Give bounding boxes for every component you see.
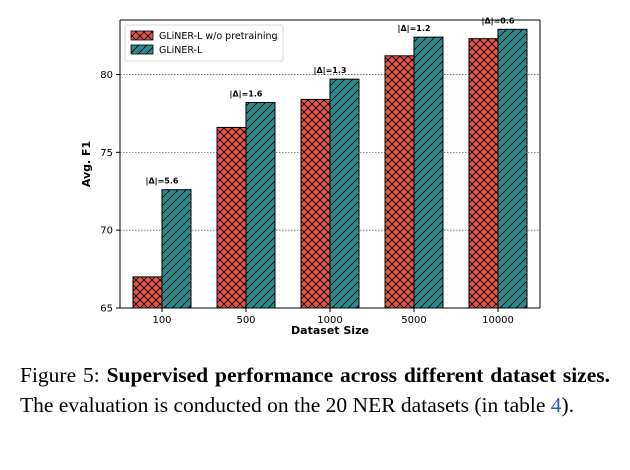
caption-label: Figure 5: xyxy=(20,363,100,387)
x-tick-label: 5000 xyxy=(401,315,426,326)
bar-hatch xyxy=(329,78,360,309)
caption-bold-title: Supervised performance across different … xyxy=(106,363,611,387)
bar-hatch xyxy=(161,189,192,309)
legend-box xyxy=(124,24,284,62)
x-tick-label: 500 xyxy=(236,315,255,326)
caption-text: The evaluation is conducted on the 20 NE… xyxy=(20,393,546,417)
x-tick-label: 1000 xyxy=(317,315,342,326)
x-tick-label: 10000 xyxy=(482,315,514,326)
delta-annotations: |Δ|=5.6 |Δ|=1.6 |Δ|=1.3 |Δ|=1.2 |Δ|=0.6 xyxy=(146,16,515,185)
y-axis-title: Avg. F1 xyxy=(80,141,93,187)
table-reference-link[interactable]: 4 xyxy=(550,393,562,417)
delta-label: |Δ|=1.2 xyxy=(398,24,431,33)
legend-swatch-hatch xyxy=(130,44,154,55)
delta-label: |Δ|=0.6 xyxy=(482,16,515,25)
bar-hatch xyxy=(132,276,163,309)
y-tick-label: 70 xyxy=(100,226,113,237)
legend-swatch-hatch xyxy=(130,30,154,41)
y-tick-label: 80 xyxy=(100,70,113,81)
axes: 65 70 75 80 100 500 1000 5000 10000 xyxy=(100,19,541,326)
bar-hatch xyxy=(216,126,247,309)
bar-hatch xyxy=(384,55,415,309)
delta-label: |Δ|=1.3 xyxy=(314,66,347,75)
bar-hatch xyxy=(497,28,528,309)
x-tick-label: 100 xyxy=(152,315,171,326)
bars xyxy=(132,28,528,309)
chart-figure: 65 70 75 80 100 500 1000 5000 10000 |Δ|=5.6 |Δ|=1… xyxy=(80,16,541,337)
bar-hatch xyxy=(413,36,444,309)
caption-text-end: ). xyxy=(561,393,575,417)
x-axis-title: Dataset Size xyxy=(291,324,369,337)
legend-label: GLiNER-L w/o pretraining xyxy=(159,31,278,42)
y-tick-label: 75 xyxy=(100,148,113,159)
bar-hatch xyxy=(245,102,276,309)
legend: GLiNER-L w/o pretraining GLiNER-L xyxy=(124,24,284,62)
delta-label: |Δ|=5.6 xyxy=(146,177,179,186)
legend-label: GLiNER-L xyxy=(159,45,203,56)
bar-hatch xyxy=(468,38,499,309)
figure-caption: Figure 5: Supervised performance across … xyxy=(20,360,610,420)
bar-hatch xyxy=(300,98,331,309)
delta-label: |Δ|=1.6 xyxy=(230,90,263,99)
y-tick-label: 65 xyxy=(100,304,113,315)
